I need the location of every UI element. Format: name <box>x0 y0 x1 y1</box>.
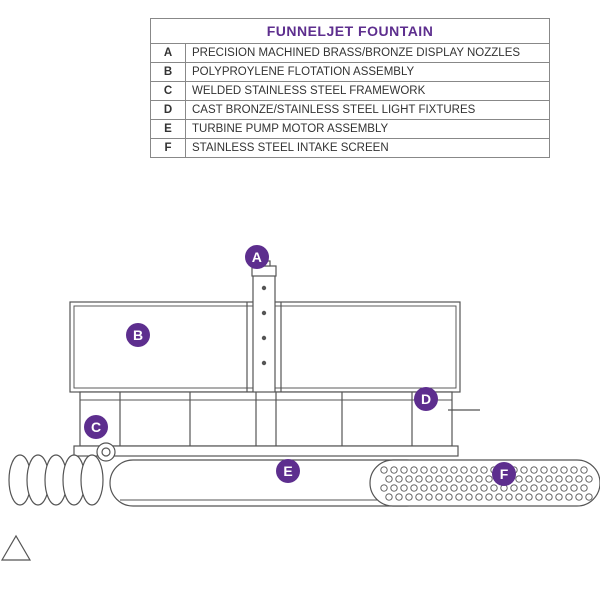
legend-row: APRECISION MACHINED BRASS/BRONZE DISPLAY… <box>151 44 550 63</box>
legend-key: E <box>151 120 186 139</box>
callout-f: F <box>492 462 516 486</box>
legend-key: A <box>151 44 186 63</box>
legend-label: WELDED STAINLESS STEEL FRAMEWORK <box>186 82 550 101</box>
legend-key: F <box>151 139 186 158</box>
legend-table: FUNNELJET FOUNTAIN APRECISION MACHINED B… <box>150 18 550 158</box>
fountain-diagram: ABCDEF <box>0 260 600 600</box>
legend-row: ETURBINE PUMP MOTOR ASSEMBLY <box>151 120 550 139</box>
legend-title: FUNNELJET FOUNTAIN <box>151 19 550 44</box>
callout-b: B <box>126 323 150 347</box>
legend-label: STAINLESS STEEL INTAKE SCREEN <box>186 139 550 158</box>
legend-label: CAST BRONZE/STAINLESS STEEL LIGHT FIXTUR… <box>186 101 550 120</box>
legend-row: FSTAINLESS STEEL INTAKE SCREEN <box>151 139 550 158</box>
legend-label: PRECISION MACHINED BRASS/BRONZE DISPLAY … <box>186 44 550 63</box>
legend-key: D <box>151 101 186 120</box>
legend-label: POLYPROYLENE FLOTATION ASSEMBLY <box>186 63 550 82</box>
legend-row: CWELDED STAINLESS STEEL FRAMEWORK <box>151 82 550 101</box>
callout-e: E <box>276 459 300 483</box>
legend-key: C <box>151 82 186 101</box>
legend-row: DCAST BRONZE/STAINLESS STEEL LIGHT FIXTU… <box>151 101 550 120</box>
callout-a: A <box>245 245 269 269</box>
legend-label: TURBINE PUMP MOTOR ASSEMBLY <box>186 120 550 139</box>
legend-row: BPOLYPROYLENE FLOTATION ASSEMBLY <box>151 63 550 82</box>
legend-key: B <box>151 63 186 82</box>
callout-c: C <box>84 415 108 439</box>
